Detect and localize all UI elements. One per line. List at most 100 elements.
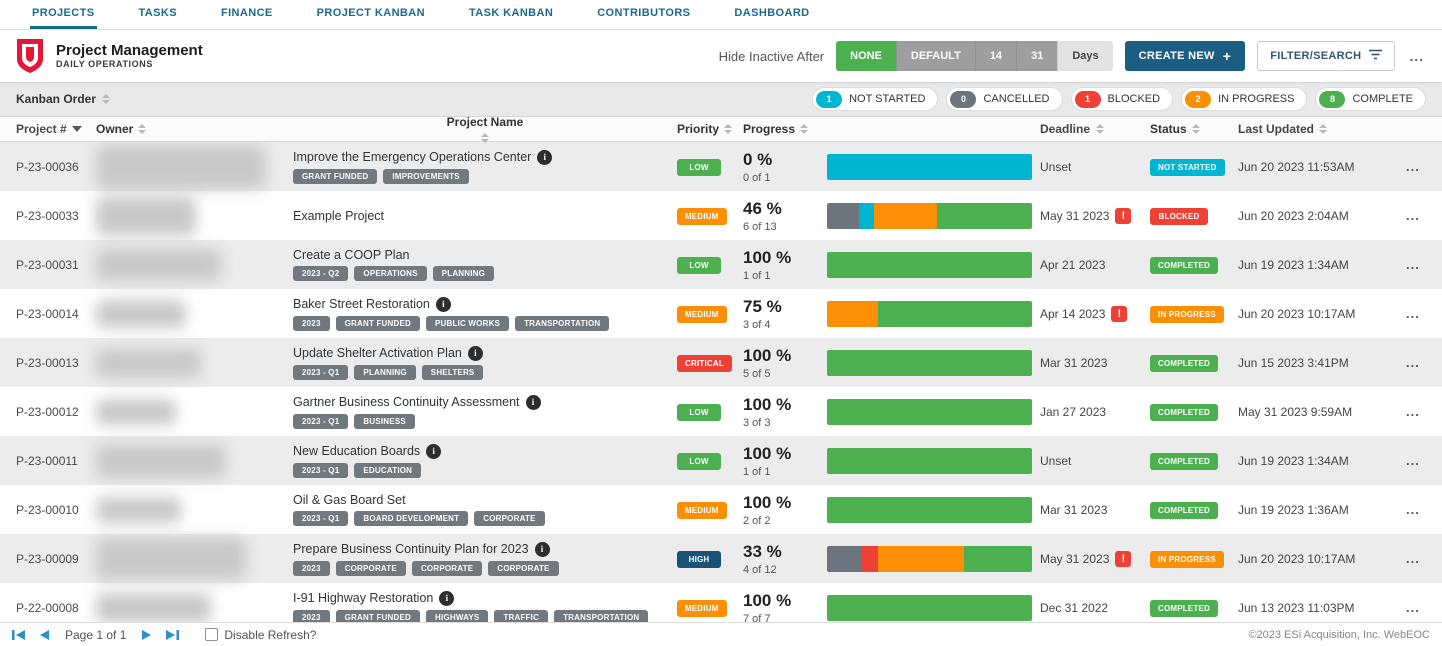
table-row[interactable]: P-23-00011 New Education Boards i 2023 - Q1… [0,436,1442,485]
tag-badge: TRANSPORTATION [515,315,610,331]
last-updated-cell: May 31 2023 9:59AM [1238,404,1353,419]
hide-inactive-option-31[interactable]: 31 [1016,41,1058,71]
owner-redacted [96,537,246,580]
status-badge: COMPLETED [1150,600,1219,617]
column-header-project-name[interactable]: Project Name [293,115,677,143]
sort-icon [1319,124,1328,134]
nav-tab-dashboard[interactable]: DASHBOARD [734,7,810,19]
progress-percent: 100 % [743,492,792,512]
row-actions-button[interactable]: ... [1406,208,1420,223]
project-name-link[interactable]: Gartner Business Continuity Assessment [293,395,520,409]
tag-list: 2023 CORPORATE CORPORATE CORPORATE [293,560,677,576]
info-icon[interactable]: i [439,590,455,606]
table-row[interactable]: P-23-00033 Example Project MEDIUM 46 % 6 of … [0,191,1442,240]
column-header-label: Project # [16,122,67,136]
tag-badge: CORPORATE [411,560,483,576]
nav-tab-task-kanban[interactable]: TASK KANBAN [468,7,554,19]
table-row[interactable]: P-23-00010 Oil & Gas Board Set 2023 - Q1 BO… [0,485,1442,534]
table-row[interactable]: P-23-00009 Prepare Business Continuity Pl… [0,534,1442,583]
progress-cell: 100 % 7 of 7 [743,591,827,623]
priority-cell: HIGH [677,549,743,568]
progress-segment-orange [878,545,964,572]
column-header-progress[interactable]: Progress [743,122,1040,136]
hide-inactive-option-days[interactable]: Days [1057,41,1113,71]
nav-tab-contributors[interactable]: CONTRIBUTORS [597,7,691,19]
last-page-button[interactable] [166,629,180,641]
project-name-link[interactable]: Example Project [293,208,385,223]
project-name-link[interactable]: Update Shelter Activation Plan [293,346,462,360]
table-row[interactable]: P-23-00036 Improve the Emergency Operatio… [0,142,1442,191]
progress-bar [827,349,1032,376]
column-header-last-updated[interactable]: Last Updated [1238,122,1406,136]
owner-cell [96,299,293,328]
table-row[interactable]: P-23-00014 Baker Street Restoration i 2023 G… [0,289,1442,338]
first-page-button[interactable] [12,629,25,641]
kanban-order-sort[interactable]: Kanban Order [16,92,111,106]
row-actions-button[interactable]: ... [1406,404,1420,419]
tag-badge: 2023 - Q1 [293,364,349,380]
hide-inactive-option-none[interactable]: NONE [836,41,896,71]
project-name-link[interactable]: Baker Street Restoration [293,297,430,311]
info-icon[interactable]: i [435,296,451,312]
previous-page-button[interactable] [39,629,49,641]
hide-inactive-option-default[interactable]: DEFAULT [895,41,975,71]
owner-redacted [96,592,211,622]
column-header-label: Priority [677,122,720,136]
row-actions-button[interactable]: ... [1406,159,1420,174]
create-new-button[interactable]: CREATE NEW + [1124,41,1246,71]
row-actions-button[interactable]: ... [1406,551,1420,566]
progress-detail: 3 of 4 [743,318,771,331]
row-actions-button[interactable]: ... [1406,453,1420,468]
row-actions-button[interactable]: ... [1406,306,1420,321]
project-name-link[interactable]: Create a COOP Plan [293,248,410,262]
info-icon[interactable]: i [426,443,442,459]
legend-pill-not-started[interactable]: 1 NOT STARTED [812,87,939,111]
progress-segment-green [827,447,1032,474]
hide-inactive-option-14[interactable]: 14 [974,41,1017,71]
column-header-status[interactable]: Status [1150,122,1238,136]
row-actions-button[interactable]: ... [1406,502,1420,517]
legend-pill-in-progress[interactable]: 2 IN PROGRESS [1181,87,1308,111]
nav-tab-project-kanban[interactable]: PROJECT KANBAN [316,7,425,19]
info-icon[interactable]: i [467,345,483,361]
column-header-project[interactable]: Project # [16,122,96,136]
table-row[interactable]: P-23-00031 Create a COOP Plan 2023 - Q2 OPE… [0,240,1442,289]
tag-badge: GRANT FUNDED [335,315,421,331]
row-actions-button[interactable]: ... [1406,257,1420,272]
legend-pill-complete[interactable]: 8 COMPLETE [1315,87,1426,111]
deadline-text: Unset [1040,159,1072,174]
project-name-link[interactable]: Improve the Emergency Operations Center [293,150,532,164]
info-icon[interactable]: i [534,541,550,557]
progress-segment-orange [874,202,938,229]
project-name-link[interactable]: Prepare Business Continuity Plan for 202… [293,542,529,556]
project-name-link[interactable]: Oil & Gas Board Set [293,493,406,507]
nav-tab-finance[interactable]: FINANCE [220,7,273,19]
progress-detail: 1 of 1 [743,465,771,478]
column-header-owner[interactable]: Owner [96,122,293,136]
project-name-link[interactable]: I-91 Highway Restoration [293,591,434,605]
nav-tab-tasks[interactable]: TASKS [138,7,177,19]
nav-tab-projects[interactable]: PROJECTS [30,0,97,29]
legend-count-badge: 2 [1185,90,1212,108]
kanban-order-label: Kanban Order [16,92,97,106]
app-bar: Project Management DAILY OPERATIONS Hide… [0,30,1442,82]
table-row[interactable]: P-23-00012 Gartner Business Continuity As… [0,387,1442,436]
legend-count-badge: 1 [1074,90,1101,108]
table-row[interactable]: P-22-00008 I-91 Highway Restoration i 2023 G… [0,583,1442,622]
next-page-button[interactable] [142,629,152,641]
status-badge: COMPLETED [1150,502,1219,519]
legend-pill-cancelled[interactable]: 0 CANCELLED [946,87,1063,111]
info-icon[interactable]: i [537,149,553,165]
progress-detail: 2 of 2 [743,514,771,527]
project-name-link[interactable]: New Education Boards [293,444,421,458]
more-options-icon[interactable]: ... [1409,48,1424,64]
legend-pill-blocked[interactable]: 1 BLOCKED [1070,87,1174,111]
row-actions-button[interactable]: ... [1406,355,1420,370]
column-header-priority[interactable]: Priority [677,122,743,136]
info-icon[interactable]: i [525,394,541,410]
disable-refresh-checkbox[interactable] [205,628,219,641]
column-header-deadline[interactable]: Deadline [1040,122,1150,136]
row-actions-button[interactable]: ... [1406,600,1420,615]
table-row[interactable]: P-23-00013 Update Shelter Activation Plan… [0,338,1442,387]
filter-search-button[interactable]: FILTER/SEARCH [1257,41,1396,71]
